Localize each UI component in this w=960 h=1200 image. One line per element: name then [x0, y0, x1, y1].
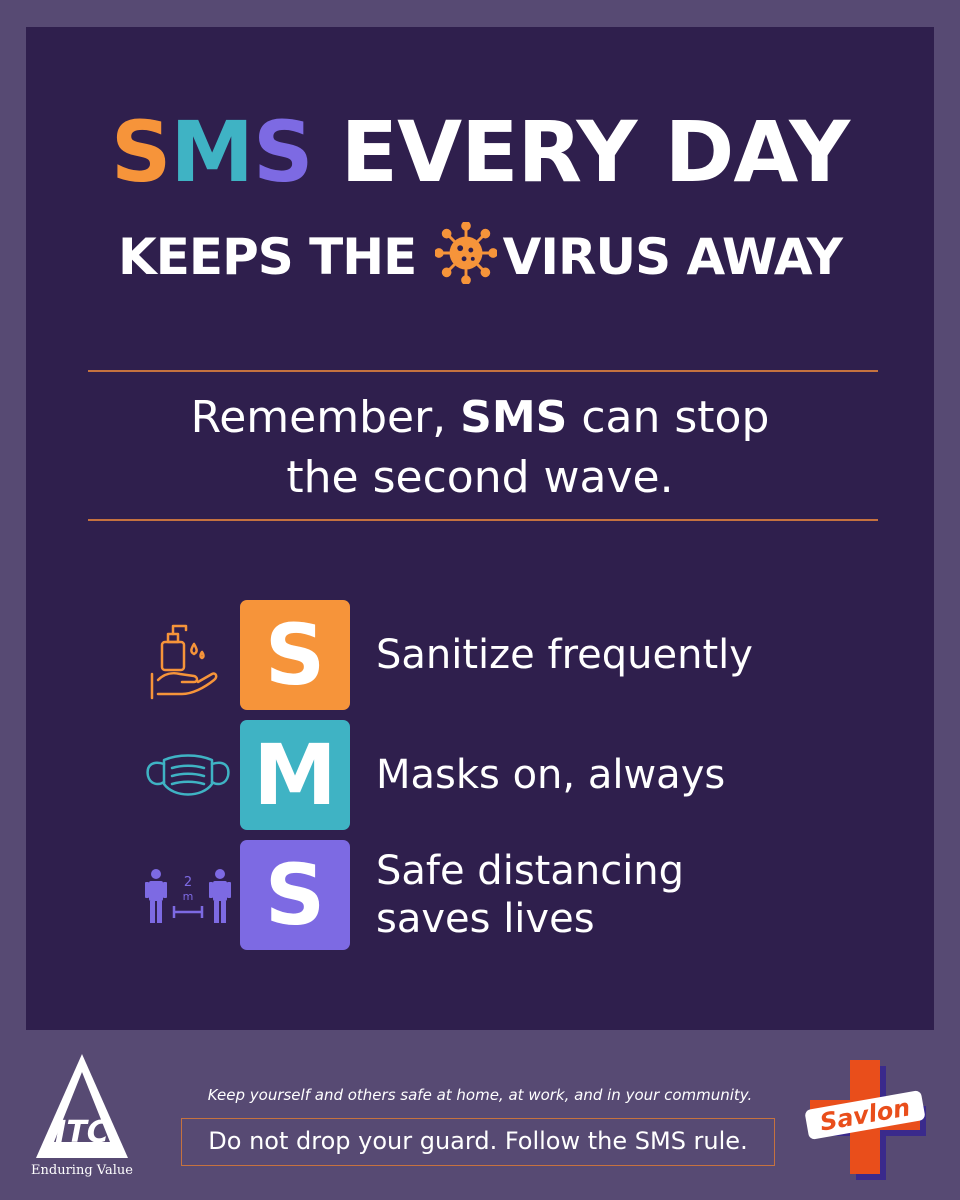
itc-logo: ITC Enduring Value	[31, 1054, 133, 1178]
headline-letter-s2: S	[252, 103, 313, 201]
svg-text:m: m	[183, 890, 194, 903]
svg-text:2: 2	[184, 875, 192, 890]
social-distancing-icon: 2 m	[145, 869, 231, 923]
tile-letter-s2: S	[240, 840, 350, 950]
tile-letter-m: M	[240, 720, 350, 830]
remember-line-1: Remember, SMS can stop	[0, 388, 960, 448]
remember-line-2: the second wave.	[286, 452, 674, 503]
rule-distancing: 2 m S Safe distancing saves lives	[0, 840, 960, 950]
savlon-logo: Savlon	[805, 1060, 926, 1180]
itc-slogan: Enduring Value	[31, 1163, 133, 1178]
subheadline: KEEPS THE VIRUS AWAY	[0, 222, 960, 292]
rule-text-distancing: Safe distancing saves lives	[376, 848, 685, 942]
tile-letter-s: S	[240, 600, 350, 710]
divider-bottom	[88, 519, 878, 521]
itc-logo-text: ITC	[55, 1115, 109, 1150]
hand-sanitizer-icon	[150, 624, 218, 700]
subhead-before: KEEPS THE	[118, 228, 417, 286]
rule-sanitize: S Sanitize frequently	[0, 600, 960, 710]
rule-text-masks: Masks on, always	[376, 752, 726, 798]
headline-letter-s: S	[110, 103, 171, 201]
headline: SMS EVERY DAY	[0, 102, 960, 202]
poster-panel	[26, 27, 934, 1030]
face-mask-icon	[146, 754, 230, 796]
headline-letter-m: M	[170, 103, 254, 201]
virus-icon	[434, 222, 497, 284]
footer-cta: Do not drop your guard. Follow the SMS r…	[181, 1118, 775, 1166]
divider-top	[88, 370, 878, 372]
headline-rest: EVERY DAY	[312, 103, 850, 201]
remember-text-bold: SMS	[460, 392, 568, 443]
rule-masks: M Masks on, always	[0, 720, 960, 830]
rule-text-sanitize: Sanitize frequently	[376, 632, 753, 678]
subhead-after: VIRUS AWAY	[502, 228, 843, 286]
remember-text-after: can stop	[567, 392, 770, 443]
footer-tagline: Keep yourself and others safe at home, a…	[207, 1086, 753, 1104]
remember-message: Remember, SMS can stop the second wave.	[0, 388, 960, 508]
remember-text-before: Remember,	[190, 392, 461, 443]
